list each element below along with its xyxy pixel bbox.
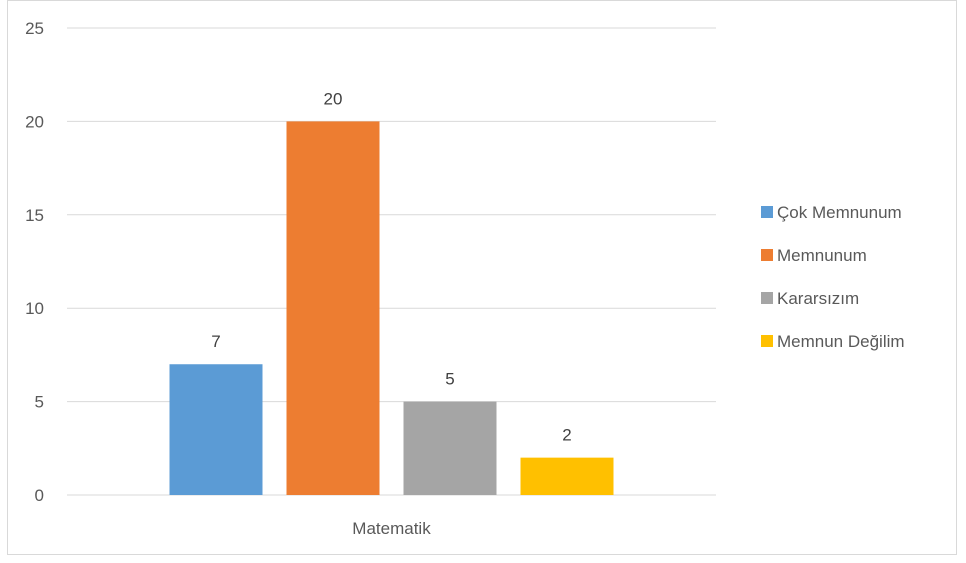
legend-swatch bbox=[761, 335, 773, 347]
legend-swatch bbox=[761, 249, 773, 261]
x-category-label: Matematik bbox=[352, 519, 431, 538]
legend-swatch bbox=[761, 206, 773, 218]
legend: Çok Memnunum Memnunum Kararsızım Memnun Değ… bbox=[761, 203, 905, 351]
data-label: 5 bbox=[445, 370, 454, 389]
y-tick-label: 25 bbox=[25, 19, 44, 38]
legend-label: Memnun Değilim bbox=[777, 332, 905, 351]
y-tick-label: 20 bbox=[25, 112, 44, 131]
data-label: 7 bbox=[211, 332, 220, 351]
y-tick-label: 0 bbox=[35, 486, 44, 505]
legend-swatch bbox=[761, 292, 773, 304]
legend-label: Çok Memnunum bbox=[777, 203, 902, 222]
y-tick-label: 10 bbox=[25, 299, 44, 318]
bar-memnun-değilim bbox=[520, 457, 614, 495]
x-axis-categories: Matematik bbox=[352, 519, 431, 538]
bar-çok-memnunum bbox=[169, 364, 263, 495]
data-label: 2 bbox=[562, 426, 571, 445]
legend-label: Kararsızım bbox=[777, 289, 859, 308]
legend-label: Memnunum bbox=[777, 246, 867, 265]
y-tick-label: 5 bbox=[35, 393, 44, 412]
gridlines bbox=[67, 27, 716, 496]
data-labels: 7 20 5 2 bbox=[211, 89, 571, 444]
bar-kararsızım bbox=[403, 401, 497, 495]
y-axis-ticks: 0 5 10 15 20 25 bbox=[25, 19, 44, 505]
y-tick-label: 15 bbox=[25, 206, 44, 225]
bars bbox=[169, 121, 614, 496]
bar-memnunum bbox=[286, 121, 380, 496]
data-label: 20 bbox=[324, 89, 343, 108]
